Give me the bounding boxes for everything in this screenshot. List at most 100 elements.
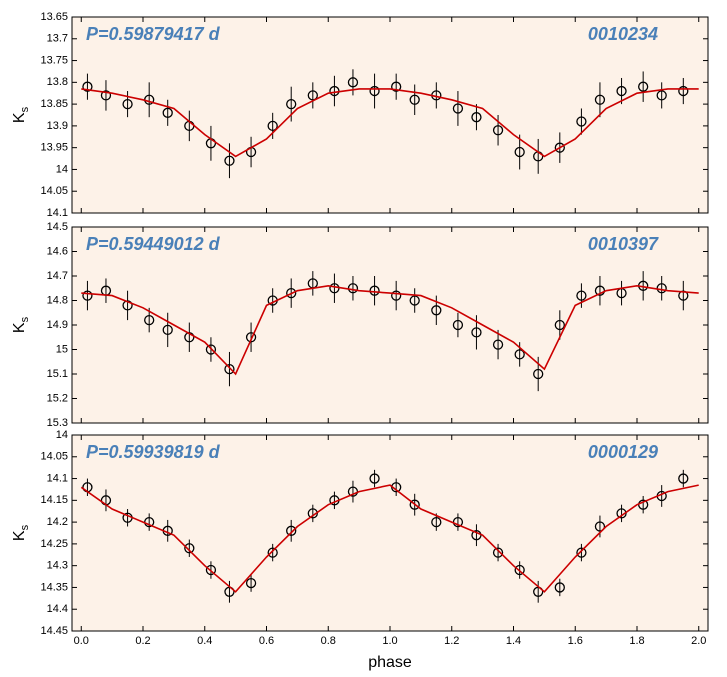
x-tick-label: 1.6 [568, 635, 583, 647]
data-point [100, 90, 112, 101]
x-tick-label: 1.2 [444, 635, 459, 647]
y-axis-label: Ks [11, 316, 31, 333]
y-tick-label: 13.65 [40, 11, 68, 23]
data-point [307, 90, 318, 101]
data-point [144, 314, 155, 326]
y-tick-label: 13.85 [40, 98, 68, 110]
data-point [286, 525, 297, 536]
data-point [431, 305, 442, 316]
y-tick-label: 14.05 [40, 451, 68, 463]
data-point [267, 120, 278, 132]
x-tick-label: 2.0 [691, 635, 706, 647]
data-point [162, 324, 173, 336]
x-tick-label: 0.4 [197, 635, 212, 647]
y-tick-label: 13.9 [47, 120, 68, 132]
y-tick-label: 13.7 [47, 33, 68, 45]
data-point [82, 290, 93, 301]
data-point [514, 146, 525, 158]
fit-curve [80, 484, 699, 593]
y-tick-label: 14.45 [40, 625, 68, 637]
y-tick-label: 14.1 [47, 472, 68, 484]
data-point [554, 142, 565, 153]
data-point [492, 339, 504, 350]
data-point [369, 473, 380, 484]
data-point [492, 125, 504, 136]
x-tick-label: 1.0 [382, 635, 397, 647]
y-tick-label: 15.3 [47, 417, 68, 429]
data-point [554, 582, 565, 593]
x-tick-label: 0.2 [135, 635, 150, 647]
plot-area [71, 226, 709, 424]
x-tick-label: 1.4 [506, 635, 521, 647]
y-axis-label-sub: s [19, 316, 31, 322]
y-tick-label: 14.2 [47, 516, 68, 528]
x-tick-label: 0.0 [74, 635, 89, 647]
y-axis-label-main: K [11, 530, 28, 541]
data-point [576, 116, 587, 127]
data-point [286, 98, 297, 110]
data-point [162, 107, 173, 118]
fit-curve [81, 284, 699, 376]
y-axis-label: Ks [11, 106, 31, 123]
panel-title: P=0.59449012 d [86, 234, 221, 254]
y-tick-label: 14.4 [47, 603, 68, 615]
y-tick-label: 13.75 [40, 54, 68, 66]
data-point [452, 103, 464, 114]
plot-area [71, 16, 709, 214]
y-tick-label: 15.1 [47, 368, 68, 380]
data-point [409, 499, 420, 510]
y-tick-label: 14.05 [40, 185, 68, 197]
data-point [533, 368, 544, 380]
y-tick-label: 14.25 [40, 538, 68, 550]
data-point [347, 77, 359, 88]
data-point [245, 577, 257, 589]
data-point [224, 363, 235, 375]
data-point [245, 332, 257, 343]
x-axis-label: phase [368, 654, 412, 671]
data-point [286, 287, 297, 299]
data-point [471, 327, 482, 338]
data-point [656, 90, 667, 101]
y-tick-label: 14.3 [47, 560, 68, 572]
data-point [224, 155, 235, 166]
data-point [205, 344, 217, 355]
data-point [122, 98, 133, 110]
y-tick-label: 15 [56, 343, 68, 355]
y-tick-label: 14.9 [47, 319, 68, 331]
data-point [184, 543, 195, 554]
data-point [678, 473, 689, 484]
data-point [554, 319, 565, 331]
data-point [267, 547, 278, 558]
panel-annotation: 0000129 [588, 442, 658, 462]
y-axis-label-sub: s [19, 106, 31, 112]
data-point [594, 521, 606, 532]
data-point [369, 285, 380, 296]
data-point [391, 81, 402, 92]
panel-annotation: 0010234 [588, 24, 658, 44]
panel-title: P=0.59879417 d [86, 24, 221, 44]
y-axis-label-main: K [11, 322, 28, 333]
y-tick-label: 14.5 [47, 221, 68, 233]
data-point [514, 564, 525, 576]
data-point [391, 290, 402, 301]
y-tick-label: 14.15 [40, 494, 68, 506]
y-tick-label: 14.35 [40, 581, 68, 593]
y-tick-label: 14 [56, 163, 68, 175]
y-axis-label-main: K [11, 112, 28, 123]
y-tick-label: 14.7 [47, 270, 68, 282]
data-point [205, 564, 217, 576]
y-tick-label: 14 [56, 429, 68, 441]
data-point [431, 516, 442, 528]
data-point [576, 290, 587, 301]
y-axis-label: Ks [11, 524, 31, 541]
data-point [638, 81, 649, 92]
y-tick-label: 13.95 [40, 142, 68, 154]
x-tick-label: 1.8 [629, 635, 644, 647]
y-axis-label-sub: s [19, 524, 31, 530]
y-tick-label: 15.2 [47, 392, 68, 404]
data-point [369, 85, 380, 97]
data-point [594, 94, 606, 105]
data-point [82, 81, 93, 92]
y-tick-label: 14.6 [47, 245, 68, 257]
